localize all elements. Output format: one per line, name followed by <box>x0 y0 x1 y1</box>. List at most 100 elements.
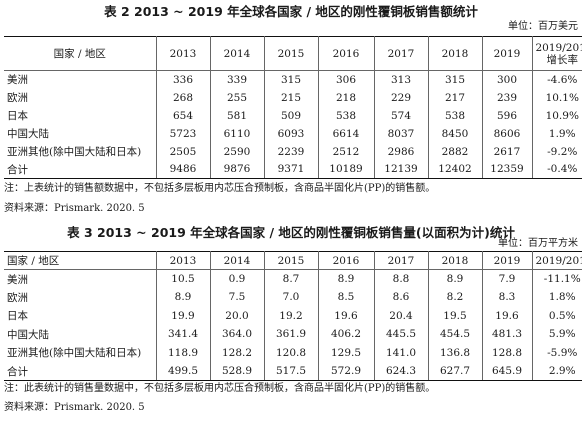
table3-value-cell: 19.6 <box>481 306 533 325</box>
table3-value-cell: 7.9 <box>481 269 533 288</box>
table3-value-cell: 572.9 <box>317 362 375 381</box>
table2-value-cell: 654 <box>155 106 211 125</box>
table3-row: 合计 499.5 528.9 517.5 572.9 624.3 627.7 645.9 2.9… <box>4 362 582 381</box>
table3-header-region: 国家 / 地区 <box>4 251 157 270</box>
table2-row: 欧洲 268 255 215 218 229 217 239 10.1% <box>4 88 582 107</box>
table2-value-cell: 306 <box>317 70 375 89</box>
table3-value-cell: 499.5 <box>155 362 211 381</box>
table3-source: 资料来源：Prismark. 2020. 5 <box>4 402 145 413</box>
table2-value-cell: 315 <box>427 70 483 89</box>
table3-value-cell: 19.6 <box>317 306 375 325</box>
table3-growth-cell: 5.9% <box>531 325 582 344</box>
table3-value-cell: 645.9 <box>481 362 533 381</box>
table2-value-cell: 9486 <box>155 160 211 179</box>
table2-value-cell: 229 <box>373 88 429 107</box>
table2-value-cell: 2590 <box>209 142 265 161</box>
table3-value-cell: 481.3 <box>481 325 533 344</box>
table2-value-cell: 2239 <box>263 142 319 161</box>
table3-value-cell: 8.3 <box>481 288 533 307</box>
table2-value-cell: 10189 <box>317 160 375 179</box>
table2-value-cell: 581 <box>209 106 265 125</box>
table2-value-cell: 215 <box>263 88 319 107</box>
table2-value-cell: 315 <box>263 70 319 89</box>
table3-region-cell: 美洲 <box>4 269 157 288</box>
table3-row: 美洲 10.5 0.9 8.7 8.9 8.8 8.9 7.9 -11.1% <box>4 269 582 288</box>
table3-value-cell: 129.5 <box>317 343 375 362</box>
table2-value-cell: 2617 <box>481 142 533 161</box>
table3-region-cell: 中国大陆 <box>4 325 157 344</box>
table3-value-cell: 8.8 <box>373 269 429 288</box>
table2-value-cell: 239 <box>481 88 533 107</box>
table3-value-cell: 128.8 <box>481 343 533 362</box>
table3-value-cell: 141.0 <box>373 343 429 362</box>
table2-source: 资料来源：Prismark. 2020. 5 <box>4 203 145 214</box>
table3-value-cell: 118.9 <box>155 343 211 362</box>
table3: 国家 / 地区 2013 2014 2015 2016 2017 2018 20… <box>4 251 582 381</box>
table3-header-year: 2019 <box>481 251 533 270</box>
table2-header-year: 2013 <box>155 36 211 71</box>
table3-header-row: 国家 / 地区 2013 2014 2015 2016 2017 2018 20… <box>4 251 582 270</box>
table3-value-cell: 445.5 <box>373 325 429 344</box>
table3-row: 日本 19.9 20.0 19.2 19.6 20.4 19.5 19.6 0.5% <box>4 306 582 325</box>
table2-value-cell: 596 <box>481 106 533 125</box>
table3-value-cell: 136.8 <box>427 343 483 362</box>
table3-growth-cell: 1.8% <box>531 288 582 307</box>
table3-value-cell: 19.2 <box>263 306 319 325</box>
table3-value-cell: 454.5 <box>427 325 483 344</box>
table3-value-cell: 8.2 <box>427 288 483 307</box>
table3-row: 欧洲 8.9 7.5 7.0 8.5 8.6 8.2 8.3 1.8% <box>4 288 582 307</box>
table2-growth-cell: -0.4% <box>531 160 582 179</box>
table3-region-cell: 欧洲 <box>4 288 157 307</box>
table2-row: 日本 654 581 509 538 574 538 596 10.9% <box>4 106 582 125</box>
table3-value-cell: 8.9 <box>317 269 375 288</box>
table3-growth-cell: 0.5% <box>531 306 582 325</box>
table3-region-cell: 合计 <box>4 362 157 381</box>
table2-value-cell: 574 <box>373 106 429 125</box>
table3-value-cell: 7.5 <box>209 288 265 307</box>
table3-value-cell: 528.9 <box>209 362 265 381</box>
table2-note: 注：上表统计的销售额数据中，不包括多层板用内芯压合预制板，含商品半固化片(PP)… <box>4 183 436 194</box>
table3-title: 表 3 2013 ~ 2019 年全球各国家 / 地区的刚性覆铜板销售量(以面积… <box>67 225 515 240</box>
table3-value-cell: 8.7 <box>263 269 319 288</box>
table3-value-cell: 8.9 <box>155 288 211 307</box>
table2-growth-cell: -9.2% <box>531 142 582 161</box>
table2-row: 美洲 336 339 315 306 313 315 300 -4.6% <box>4 70 582 89</box>
table3-header-year: 2017 <box>373 251 429 270</box>
table2-value-cell: 255 <box>209 88 265 107</box>
table2-value-cell: 339 <box>209 70 265 89</box>
table3-growth-cell: -11.1% <box>531 269 582 288</box>
table2-title: 表 2 2013 ~ 2019 年全球各国家 / 地区的刚性覆铜板销售额统计 <box>104 4 478 19</box>
table2-growth-cell: -4.6% <box>531 70 582 89</box>
table2-region-cell: 中国大陆 <box>4 124 157 143</box>
table3-value-cell: 8.5 <box>317 288 375 307</box>
table3-growth-cell: 2.9% <box>531 362 582 381</box>
table2-unit: 单位：百万美元 <box>508 21 578 32</box>
table3-value-cell: 517.5 <box>263 362 319 381</box>
table2-value-cell: 538 <box>317 106 375 125</box>
table2-header-year: 2014 <box>209 36 265 71</box>
table3-header-growth: 2019/2018 <box>531 251 582 270</box>
table3-value-cell: 20.4 <box>373 306 429 325</box>
table3-note: 注：此表统计的销售量数据中，不包括多层板用内芯压合预制板，含商品半固化片(PP)… <box>4 383 436 394</box>
table2: 国家 / 地区 2013 2014 2015 2016 2017 2018 20… <box>4 36 582 179</box>
table3-value-cell: 364.0 <box>209 325 265 344</box>
table2-value-cell: 9371 <box>263 160 319 179</box>
table2-header-year: 2019 <box>481 36 533 71</box>
table3-value-cell: 128.2 <box>209 343 265 362</box>
table2-value-cell: 5723 <box>155 124 211 143</box>
table2-value-cell: 12139 <box>373 160 429 179</box>
table3-header-year: 2015 <box>263 251 319 270</box>
table2-value-cell: 6614 <box>317 124 375 143</box>
table2-header-year: 2017 <box>373 36 429 71</box>
table2-value-cell: 9876 <box>209 160 265 179</box>
table3-header-year: 2018 <box>427 251 483 270</box>
table2-value-cell: 6110 <box>209 124 265 143</box>
table2-value-cell: 12359 <box>481 160 533 179</box>
table2-value-cell: 2512 <box>317 142 375 161</box>
table3-value-cell: 7.0 <box>263 288 319 307</box>
table3-value-cell: 361.9 <box>263 325 319 344</box>
table3-value-cell: 10.5 <box>155 269 211 288</box>
table2-growth-cell: 10.9% <box>531 106 582 125</box>
table3-value-cell: 20.0 <box>209 306 265 325</box>
